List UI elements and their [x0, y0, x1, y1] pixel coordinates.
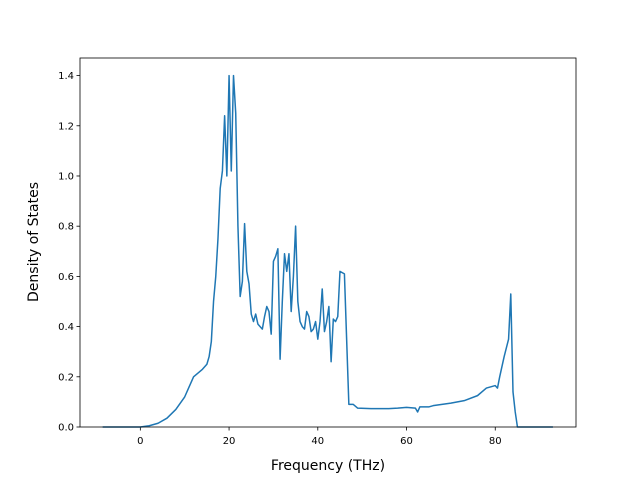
y-tick-label: 1.4: [58, 71, 74, 82]
x-tick-label: 0: [137, 436, 143, 447]
line: [102, 74, 553, 428]
y-tick-label: 1.0: [58, 171, 74, 182]
x-tick-label: 60: [400, 436, 413, 447]
x-tick-label: 80: [489, 436, 502, 447]
y-tick-label: 0.2: [58, 372, 74, 383]
y-axis-label: Density of States: [26, 182, 42, 302]
y-tick-label: 0.6: [58, 272, 74, 283]
y-tick-label: 1.2: [58, 121, 74, 132]
x-tick-label: 20: [223, 436, 236, 447]
y-tick-label: 0.4: [58, 322, 74, 333]
plot-frame: [79, 57, 577, 428]
y-tick-label: 0.8: [58, 222, 74, 233]
x-tick-label: 40: [311, 436, 324, 447]
x-axis-label: Frequency (THz): [271, 458, 385, 474]
y-tick-label: 0.0: [58, 423, 74, 434]
